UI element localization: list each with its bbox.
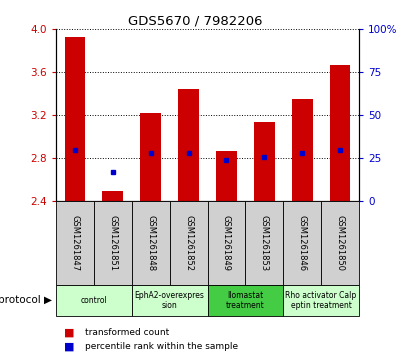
Bar xyxy=(56,285,132,316)
Text: GSM1261849: GSM1261849 xyxy=(222,215,231,271)
Text: percentile rank within the sample: percentile rank within the sample xyxy=(85,342,238,351)
Bar xyxy=(292,99,312,201)
Bar xyxy=(178,89,199,201)
Text: EphA2-overexpres
sion: EphA2-overexpres sion xyxy=(135,291,205,310)
Text: ■: ■ xyxy=(64,327,75,337)
Bar xyxy=(208,201,245,285)
Bar xyxy=(94,201,132,285)
Bar xyxy=(170,201,208,285)
Text: GSM1261850: GSM1261850 xyxy=(336,215,344,271)
Text: GSM1261846: GSM1261846 xyxy=(298,215,307,271)
Bar xyxy=(132,285,208,316)
Text: protocol ▶: protocol ▶ xyxy=(0,295,52,305)
Text: GSM1261853: GSM1261853 xyxy=(260,215,269,271)
Text: GSM1261848: GSM1261848 xyxy=(146,215,155,271)
Bar xyxy=(65,37,85,201)
Bar xyxy=(245,201,283,285)
Text: GDS5670 / 7982206: GDS5670 / 7982206 xyxy=(128,15,262,28)
Bar xyxy=(321,201,359,285)
Bar xyxy=(283,201,321,285)
Bar xyxy=(330,65,350,201)
Bar xyxy=(103,191,123,201)
Text: GSM1261851: GSM1261851 xyxy=(108,215,117,271)
Bar xyxy=(56,201,94,285)
Bar xyxy=(208,285,283,316)
Bar xyxy=(216,151,237,201)
Text: GSM1261852: GSM1261852 xyxy=(184,215,193,271)
Text: transformed count: transformed count xyxy=(85,328,169,337)
Bar xyxy=(132,201,170,285)
Text: Rho activator Calp
eptin treatment: Rho activator Calp eptin treatment xyxy=(286,291,357,310)
Bar xyxy=(140,113,161,201)
Text: control: control xyxy=(81,296,107,305)
Bar xyxy=(254,122,275,201)
Text: ■: ■ xyxy=(64,342,75,352)
Text: Ilomastat
treatment: Ilomastat treatment xyxy=(226,291,265,310)
Text: GSM1261847: GSM1261847 xyxy=(71,215,79,271)
Bar xyxy=(283,285,359,316)
